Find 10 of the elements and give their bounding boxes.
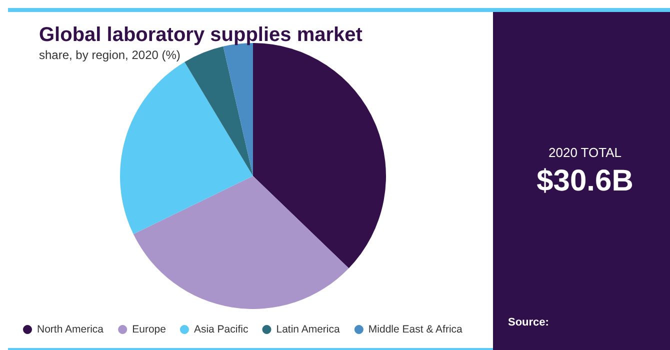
chart-subtitle: share, by region, 2020 (%) [39,48,180,62]
legend-label: North America [37,324,104,336]
text: 2020 TOTAL [548,145,622,160]
legend-label: Latin America [276,324,340,336]
source-note: Source: [508,316,549,328]
legend-label: Europe [132,324,166,336]
legend-label: Middle East & Africa [368,324,463,336]
legend-label: Asia Pacific [194,324,248,336]
text: $30.6B [536,164,634,198]
chart-title: Global laboratory supplies market [39,24,363,46]
